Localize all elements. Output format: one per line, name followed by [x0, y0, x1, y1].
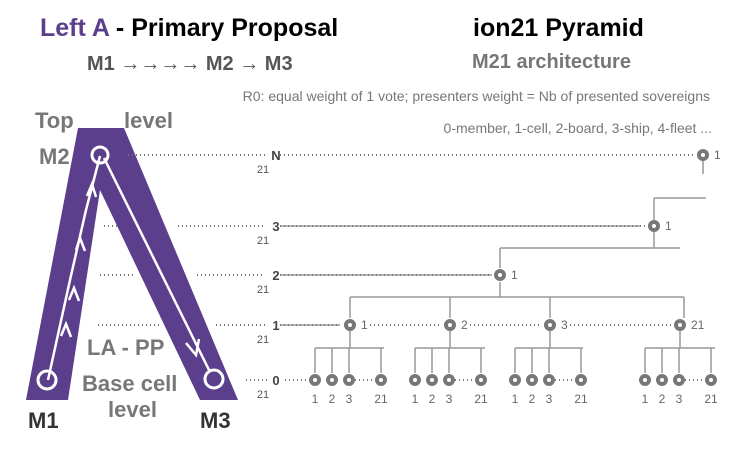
- node-level-1: [674, 319, 686, 331]
- leaf-node: [443, 374, 455, 386]
- leaf-node: [426, 374, 438, 386]
- base-cell-label: Base cell: [82, 371, 177, 396]
- node-level-1-label: 2: [461, 318, 468, 332]
- level-1-label: 1: [272, 318, 279, 333]
- title-left-a: Left A: [40, 14, 110, 42]
- leaf-label: 1: [642, 392, 649, 406]
- leaf-node: [656, 374, 668, 386]
- leaf-label: 21: [474, 392, 488, 406]
- corner-label-m3: M3: [200, 408, 231, 433]
- leaf-label: 1: [412, 392, 419, 406]
- right-corner-node: [203, 368, 225, 390]
- flow-path: M1 →→→→ M2 → M3: [87, 53, 293, 75]
- leaf-label: 1: [512, 392, 519, 406]
- apex-node: [90, 145, 110, 165]
- node-level-3: [648, 220, 660, 232]
- leaf-node: [543, 374, 555, 386]
- node-level-n: [697, 149, 709, 161]
- node-level-1: [344, 319, 356, 331]
- left-corner-node: [36, 369, 58, 391]
- leaf-node: [309, 374, 321, 386]
- leaf-label: 3: [446, 392, 453, 406]
- level-n-sub: 21: [257, 164, 269, 176]
- level-0-label: 0: [272, 373, 279, 388]
- leaf-node: [526, 374, 538, 386]
- level-3-sub: 21: [257, 235, 269, 247]
- leaf-node: [673, 374, 685, 386]
- down-arrow-head: [185, 338, 201, 358]
- title-left-proposal: Left A - Primary Proposal: [40, 14, 338, 42]
- leaf-label: 3: [676, 392, 683, 406]
- leaf-label: 21: [574, 392, 588, 406]
- leaf-node: [375, 374, 387, 386]
- leaf-node: [509, 374, 521, 386]
- leaf-label: 2: [529, 392, 536, 406]
- node-level-n-label: 1: [714, 148, 721, 162]
- node-level-1-label: 3: [561, 318, 568, 332]
- up-arrow-head-4: [85, 180, 98, 198]
- leaf-node: [343, 374, 355, 386]
- pyramid-subtitle: M21 architecture: [472, 51, 631, 73]
- leaf-node: [705, 374, 717, 386]
- corner-label-m1: M1: [28, 408, 59, 433]
- level-0-sub: 21: [257, 389, 269, 401]
- leaf-node: [639, 374, 651, 386]
- level-2-label: 2: [272, 268, 279, 283]
- pyramid-title: ion21 Pyramid: [473, 14, 644, 42]
- leaf-node: [575, 374, 587, 386]
- apex-label-m2: M2: [39, 144, 70, 169]
- upper-tree: [280, 160, 706, 326]
- leaf-label: 2: [329, 392, 336, 406]
- leaf-label: 2: [429, 392, 436, 406]
- leaf-label: 3: [346, 392, 353, 406]
- base-level-label: level: [108, 397, 157, 422]
- down-arrow-path: [102, 157, 212, 373]
- up-arrow-head-1: [59, 320, 73, 338]
- triangle-band: [26, 128, 238, 400]
- node-level-1: [444, 319, 456, 331]
- node-level-1-label: 1: [361, 318, 368, 332]
- leaf-node: [475, 374, 487, 386]
- leaf-label: 2: [659, 392, 666, 406]
- leaf-label: 21: [374, 392, 388, 406]
- level-1-sub: 21: [257, 334, 269, 346]
- leaf-label: 1: [312, 392, 319, 406]
- node-level-2-label: 1: [511, 268, 518, 282]
- up-arrow-head-2: [67, 284, 81, 302]
- title-primary-proposal: - Primary Proposal: [109, 14, 338, 42]
- up-arrow-head-3: [74, 234, 87, 252]
- leaf-node: [409, 374, 421, 386]
- level-2-sub: 21: [257, 284, 269, 296]
- level-n-label: N: [271, 148, 280, 163]
- leaf-label: 21: [704, 392, 718, 406]
- node-level-3-label: 1: [665, 219, 672, 233]
- leaf-label: 3: [546, 392, 553, 406]
- rule-note: R0: equal weight of 1 vote; presenters w…: [243, 88, 710, 104]
- top-label: Top: [35, 108, 74, 133]
- la-pp-label: LA - PP: [87, 335, 164, 360]
- node-level-1: [544, 319, 556, 331]
- node-level-2: [494, 269, 506, 281]
- levels-legend: 0-member, 1-cell, 2-board, 3-ship, 4-fle…: [444, 120, 712, 136]
- leaf-node: [326, 374, 338, 386]
- level-3-label: 3: [272, 219, 279, 234]
- node-level-1-label: 21: [691, 318, 705, 332]
- top-level-label: level: [124, 108, 173, 133]
